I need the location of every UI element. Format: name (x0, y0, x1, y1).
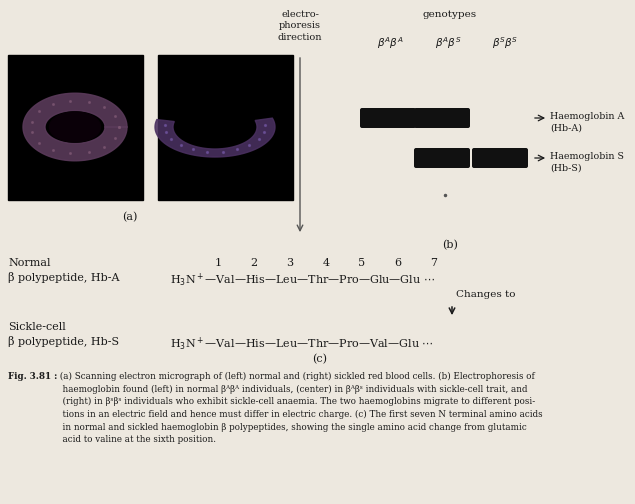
Bar (158, 55, 293, 200)
Text: (a) Scanning electron micrograph of (left) normal and (right) sickled red blood : (a) Scanning electron micrograph of (lef… (57, 372, 543, 444)
FancyBboxPatch shape (414, 108, 470, 128)
FancyBboxPatch shape (414, 148, 470, 168)
Text: 2: 2 (250, 258, 258, 268)
Text: Normal: Normal (8, 258, 51, 268)
Polygon shape (23, 93, 127, 161)
Text: 7: 7 (431, 258, 438, 268)
Text: $\beta^A\beta^S$: $\beta^A\beta^S$ (435, 35, 461, 51)
Text: Haemoglobin S
(Hb-S): Haemoglobin S (Hb-S) (550, 152, 624, 173)
Text: genotypes: genotypes (423, 10, 477, 19)
Text: electro-
phoresis
direction: electro- phoresis direction (277, 10, 322, 42)
Text: 1: 1 (215, 258, 222, 268)
FancyBboxPatch shape (360, 108, 416, 128)
Text: β polypeptide, Hb-A: β polypeptide, Hb-A (8, 272, 119, 283)
FancyBboxPatch shape (472, 148, 528, 168)
Text: (b): (b) (442, 240, 458, 250)
Text: Haemoglobin A
(Hb-A): Haemoglobin A (Hb-A) (550, 112, 624, 133)
Text: 5: 5 (358, 258, 366, 268)
Text: β polypeptide, Hb-S: β polypeptide, Hb-S (8, 336, 119, 347)
Text: 4: 4 (323, 258, 330, 268)
Text: 6: 6 (394, 258, 401, 268)
Bar (8, 55, 143, 200)
Text: Changes to: Changes to (456, 290, 516, 299)
Text: $\beta^A\beta^A$: $\beta^A\beta^A$ (377, 35, 403, 51)
Text: 3: 3 (286, 258, 293, 268)
Polygon shape (155, 118, 275, 157)
Text: H$_3$N$^+$—Val—His—Leu—Thr—Pro—Val—Glu $\cdots$: H$_3$N$^+$—Val—His—Leu—Thr—Pro—Val—Glu $… (170, 336, 434, 353)
Text: (c): (c) (312, 354, 328, 364)
Polygon shape (50, 112, 100, 142)
Text: Sickle-cell: Sickle-cell (8, 322, 66, 332)
Text: $\beta^S\beta^S$: $\beta^S\beta^S$ (492, 35, 518, 51)
Text: (a): (a) (123, 212, 138, 222)
Text: Fig. 3.81 :: Fig. 3.81 : (8, 372, 57, 381)
Text: H$_3$N$^+$—Val—His—Leu—Thr—Pro—Glu—Glu $\cdots$: H$_3$N$^+$—Val—His—Leu—Thr—Pro—Glu—Glu $… (170, 272, 435, 289)
